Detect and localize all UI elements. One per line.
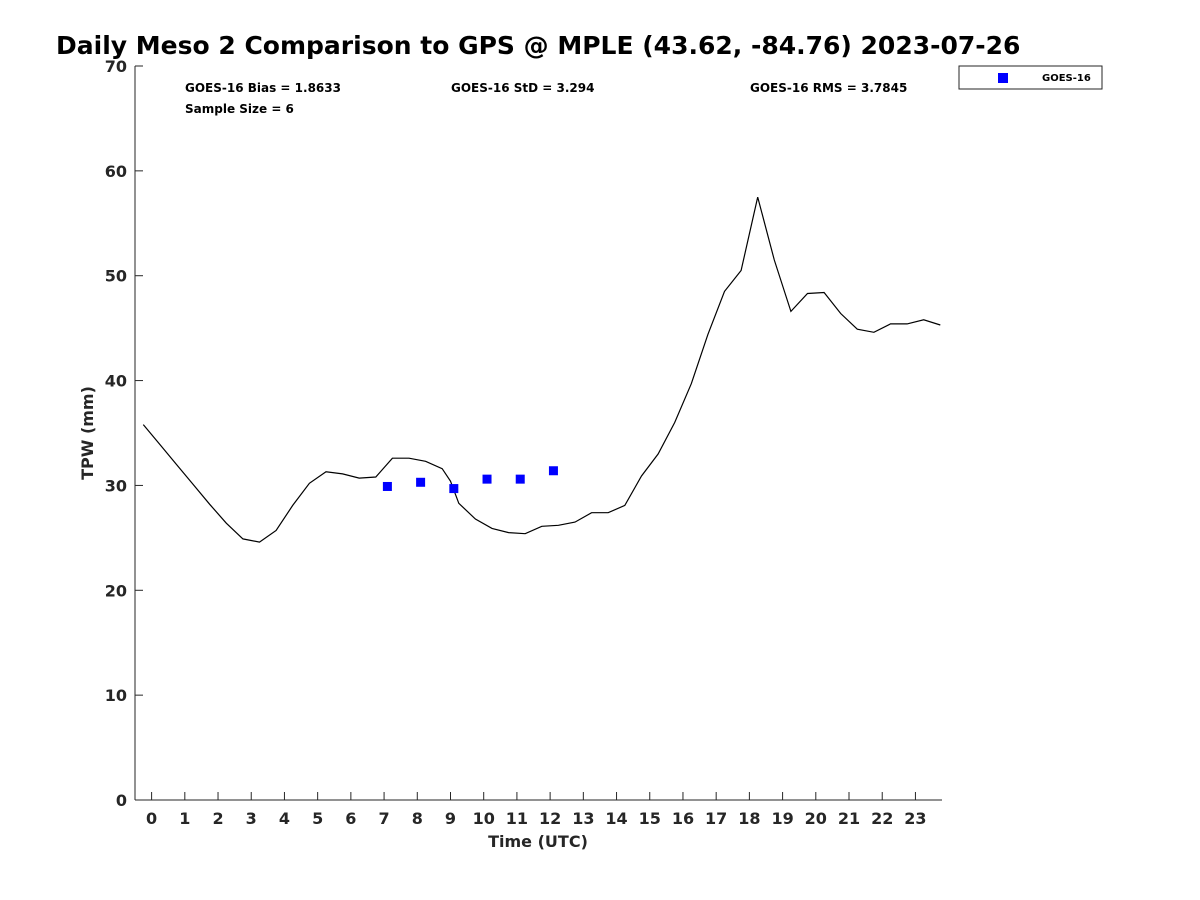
x-tick-label: 6	[345, 809, 356, 828]
stat-rms: GOES-16 RMS = 3.7845	[750, 81, 907, 95]
x-tick-label: 18	[738, 809, 760, 828]
legend-box	[958, 65, 1103, 90]
series-layer	[142, 196, 941, 543]
x-tick-label: 9	[445, 809, 456, 828]
y-axis-label: TPW (mm)	[78, 386, 97, 480]
x-tick-label: 23	[904, 809, 926, 828]
stat-std: GOES-16 StD = 3.294	[451, 81, 594, 95]
x-tick-label: 11	[506, 809, 528, 828]
x-tick-label: 20	[805, 809, 827, 828]
x-tick-label: 21	[838, 809, 860, 828]
x-tick-label: 10	[473, 809, 495, 828]
y-tick-label: 0	[116, 791, 127, 810]
stat-bias: GOES-16 Bias = 1.8633	[185, 81, 341, 95]
x-tick-label: 3	[246, 809, 257, 828]
x-tick-label: 7	[379, 809, 390, 828]
x-tick-label: 16	[672, 809, 694, 828]
x-tick-label: 14	[605, 809, 627, 828]
goes-16-point	[482, 474, 492, 484]
x-tick-label: 22	[871, 809, 893, 828]
x-tick-label: 15	[639, 809, 661, 828]
goes-16-point	[449, 484, 459, 494]
y-tick-label: 10	[105, 686, 127, 705]
y-tick-label: 70	[105, 57, 127, 76]
x-tick-label: 1	[179, 809, 190, 828]
gps-tpw-line	[142, 196, 941, 543]
x-axis-label: Time (UTC)	[488, 832, 588, 851]
chart-title: Daily Meso 2 Comparison to GPS @ MPLE (4…	[56, 31, 1020, 60]
y-tick-label: 40	[105, 372, 127, 391]
x-tick-label: 17	[705, 809, 727, 828]
stat-sample-size: Sample Size = 6	[185, 102, 294, 116]
x-tick-label: 13	[572, 809, 594, 828]
y-tick-label: 60	[105, 162, 127, 181]
x-tick-label: 0	[146, 809, 157, 828]
x-tick-label: 12	[539, 809, 561, 828]
y-tick-label: 50	[105, 267, 127, 286]
goes-16-point	[382, 481, 392, 491]
legend-label-goes-16: GOES-16	[1042, 73, 1091, 84]
legend: GOES-16	[958, 65, 1103, 90]
x-tick-label: 19	[771, 809, 793, 828]
x-ticks: 0 1 2 3 4 5 6 7 8 9 10 11 12 13 14 15 16 17 18 19 20 21 22 23	[146, 792, 927, 828]
axes	[134, 66, 942, 801]
x-tick-label: 2	[212, 809, 223, 828]
y-ticks: 0 10 20 30 40 50 60 70	[105, 57, 143, 810]
y-tick-label: 20	[105, 581, 127, 600]
y-tick-label: 30	[105, 476, 127, 495]
x-tick-label: 8	[412, 809, 423, 828]
stats-annotations: GOES-16 Bias = 1.8633 GOES-16 StD = 3.29…	[185, 81, 907, 116]
x-tick-label: 4	[279, 809, 290, 828]
x-tick-label: 5	[312, 809, 323, 828]
legend-marker-goes-16	[998, 73, 1008, 83]
goes-16-point	[515, 474, 525, 484]
goes-16-point	[416, 477, 426, 487]
goes-16-point	[548, 466, 558, 476]
